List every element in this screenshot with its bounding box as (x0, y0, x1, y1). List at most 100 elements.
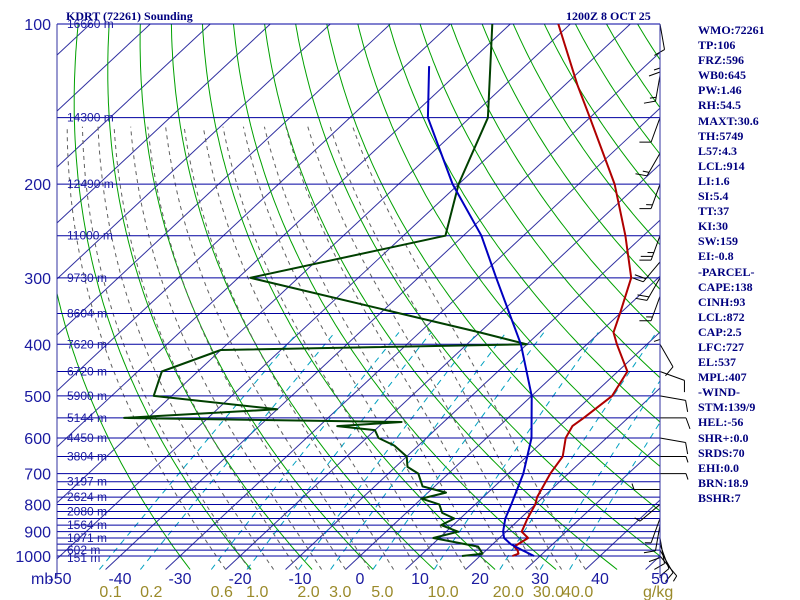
height-label: 12490 m (67, 177, 114, 191)
dry-adiabat-line (232, 24, 557, 570)
isotherm-line (57, 24, 632, 560)
height-label: 4450 m (67, 431, 107, 445)
index-item: L57:4.3 (698, 143, 737, 158)
background-lines (57, 1, 800, 570)
isotherm-line (57, 24, 512, 448)
wind-barb-half (642, 170, 650, 173)
temperature-tick-label: 40 (591, 571, 609, 588)
wind-barb-staff (650, 518, 661, 544)
temperature-tick-label: 20 (471, 571, 489, 588)
wind-barb-flag (635, 297, 648, 301)
wind-barb-flag (654, 49, 665, 56)
series-line-parcel (426, 66, 535, 557)
index-item: SHR+:0.0 (698, 430, 749, 445)
pressure-label: 400 (24, 337, 51, 354)
index-item: HEL:-56 (698, 415, 744, 430)
dry-adiabat-line (574, 24, 660, 155)
wind-barb-staff (650, 235, 661, 261)
wind-barb-half (631, 483, 635, 490)
wind-barb-flag (654, 563, 665, 570)
wind-barb-half (653, 67, 661, 71)
height-label: 9730 m (67, 271, 107, 285)
wind-barb-half (653, 338, 661, 342)
mixing-ratio-label: 0.1 (99, 584, 121, 600)
height-label: 2080 m (67, 505, 107, 519)
index-item: TP:106 (698, 38, 736, 53)
mixing-ratio-line (99, 332, 298, 570)
mixing-ratio-label: 0.6 (211, 584, 233, 600)
wind-barb-flag (634, 274, 647, 280)
mixing-ratio-label: 10.0 (428, 584, 459, 600)
index-item: EHI:0.0 (698, 460, 740, 475)
dry-adiabat-line (776, 1, 800, 569)
indices-panel: WMO:72261 TP:106 FRZ:596 WB0:645 PW:1.46 RH:5… (698, 23, 765, 506)
moist-adiabat-line (130, 126, 323, 570)
index-item: LI:1.6 (698, 173, 730, 188)
wind-barbs (631, 23, 691, 582)
dry-adiabat-line (357, 24, 660, 467)
profile-lines (123, 24, 633, 557)
wind-barb-staff (659, 344, 674, 368)
moist-adiabat-line (97, 126, 275, 570)
dry-adiabat-line (73, 24, 252, 570)
temperature-tick-label: -50 (48, 571, 71, 588)
index-item: CAP:2.5 (698, 324, 742, 339)
index-item: CINH:93 (698, 294, 746, 309)
wind-barb-flag (665, 572, 674, 582)
dry-adiabat-line (170, 24, 435, 570)
moist-adiabat-line (81, 126, 251, 570)
index-item: PW:1.46 (698, 83, 742, 98)
wind-barb-flag (648, 557, 661, 563)
index-item: SW:159 (698, 234, 739, 249)
mixing-ratio-line (246, 332, 432, 570)
index-item: WMO:72261 (698, 23, 765, 37)
mixing-ratio-unit: g/kg (643, 584, 673, 600)
index-item: BSHR:7 (698, 490, 741, 505)
index-item: -PARCEL- (698, 264, 755, 279)
isotherm-line (57, 24, 392, 336)
wind-barb-staff (659, 437, 686, 443)
station-title: KDRT (72261) Sounding (66, 9, 193, 23)
wind-barb-half (634, 517, 641, 522)
index-item: STM:139/9 (698, 400, 756, 415)
isotherm-line (57, 24, 272, 224)
wind-barb-flag (685, 417, 691, 430)
moist-adiabat-line (307, 126, 539, 570)
dry-adiabat-line (295, 24, 660, 557)
height-label: 11000 m (67, 229, 113, 243)
index-item: -WIND- (698, 385, 740, 400)
isotherm-line (165, 107, 660, 570)
temperature-tick-label: 30 (531, 571, 549, 588)
pressure-label: 800 (24, 497, 51, 514)
mixing-ratio-line (298, 332, 478, 570)
isotherm-line (57, 24, 452, 392)
dry-adiabat-line (605, 24, 660, 109)
height-label: 151 m (67, 551, 100, 565)
wind-barb-staff (654, 525, 661, 551)
wind-barb-flag (659, 568, 670, 577)
pressure-label: 300 (24, 271, 51, 288)
wind-barb-staff (659, 371, 685, 381)
isobar-lines (57, 23, 660, 557)
index-item: KI:30 (698, 219, 728, 234)
index-item: BRN:18.9 (698, 475, 749, 490)
height-label: 1071 m (67, 531, 107, 545)
mixing-ratio-line (330, 332, 507, 570)
wind-barb-flag (632, 277, 644, 283)
mixing-ratio-line (433, 332, 599, 570)
dry-adiabat-line (264, 24, 618, 570)
isotherm-line (465, 387, 660, 570)
isotherm-line (345, 275, 660, 570)
wind-barb-staff (650, 183, 661, 209)
wind-barb-flag (637, 294, 650, 298)
dry-adiabat-line (388, 24, 660, 423)
height-label: 5144 m (67, 411, 107, 425)
isotherm-line (285, 219, 660, 570)
index-item: LCL:872 (698, 309, 745, 324)
moist-adiabat-line (329, 126, 563, 570)
dry-adiabat-line (543, 24, 660, 201)
wind-barb-staff (646, 277, 661, 301)
moist-adiabat-line (352, 126, 587, 570)
height-label: 8604 m (67, 306, 107, 320)
